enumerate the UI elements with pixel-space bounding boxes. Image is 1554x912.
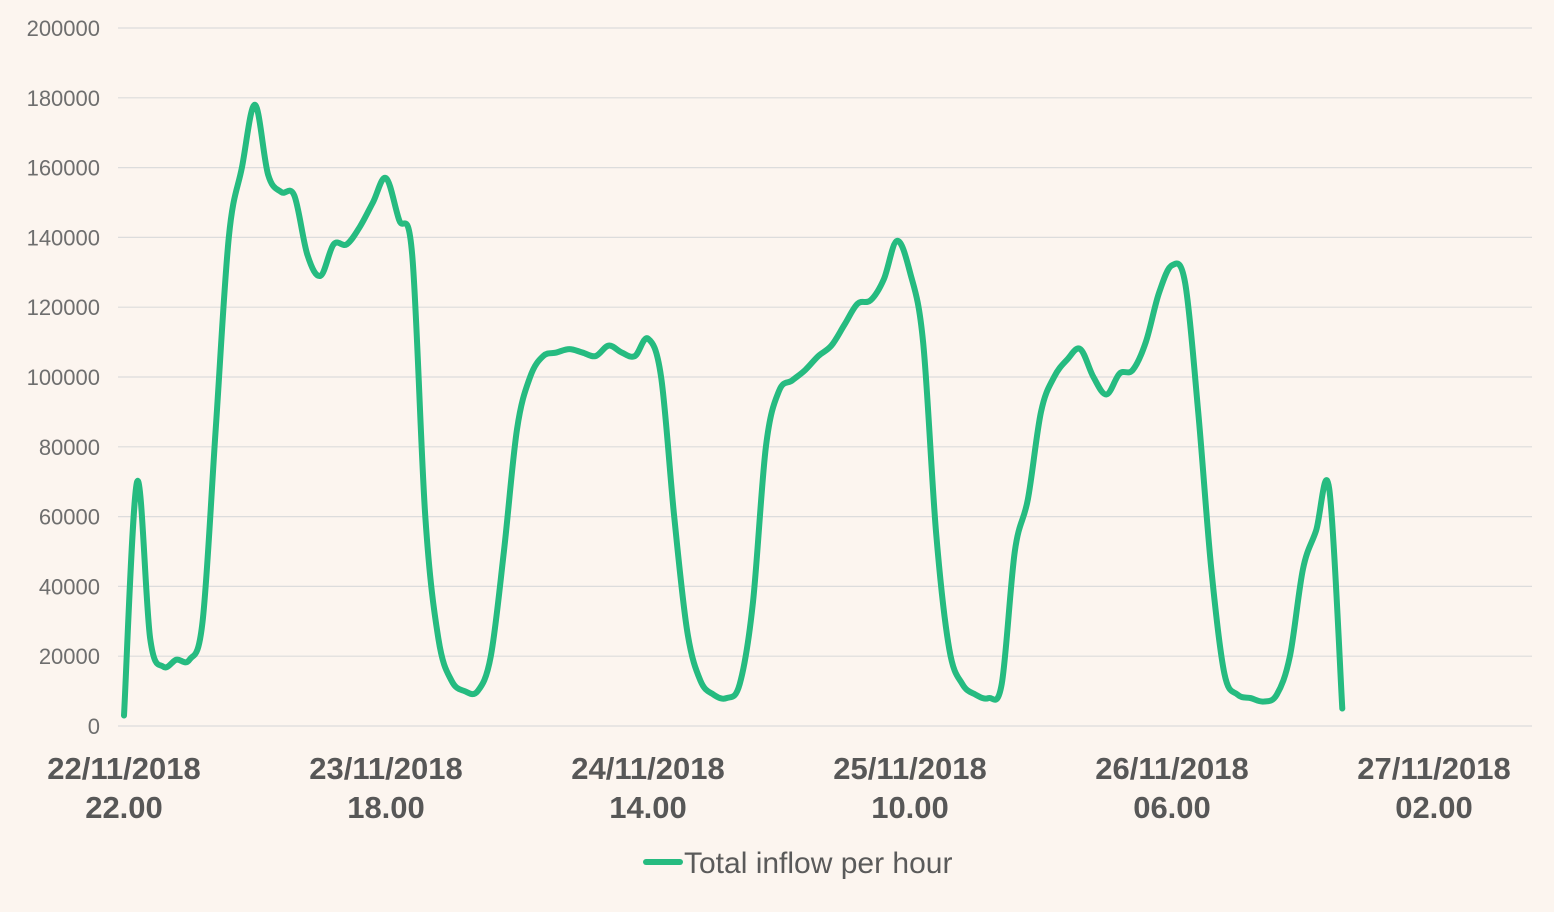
y-tick-label: 180000 <box>27 86 100 111</box>
gridlines <box>118 27 1532 727</box>
x-tick-time: 22.00 <box>85 790 163 825</box>
y-tick-label: 20000 <box>39 644 100 669</box>
legend-item: Total inflow per hour <box>643 847 952 880</box>
y-tick-label: 140000 <box>27 225 100 250</box>
x-tick-date: 23/11/2018 <box>309 751 462 786</box>
y-axis-ticks: 0 20000 40000 60000 80000 100000 120000 140000 1… <box>27 16 100 739</box>
legend: Total inflow per hour <box>643 847 952 880</box>
x-tick-label: 24/11/2018 14.00 <box>571 751 724 825</box>
x-tick-date: 26/11/2018 <box>1095 751 1248 786</box>
x-tick-date: 22/11/2018 <box>47 751 200 786</box>
x-axis-ticks: 22/11/2018 22.00 23/11/2018 18.00 24/11/2018… <box>47 751 1510 825</box>
x-tick-label: 27/11/2018 02.00 <box>1357 751 1510 825</box>
y-tick-label: 0 <box>88 714 100 739</box>
x-tick-time: 02.00 <box>1395 790 1473 825</box>
series-lines <box>121 101 1346 719</box>
x-tick-time: 14.00 <box>609 790 687 825</box>
y-tick-label: 100000 <box>27 365 100 390</box>
y-tick-label: 40000 <box>39 574 100 599</box>
x-tick-time: 06.00 <box>1133 790 1211 825</box>
x-tick-label: 23/11/2018 18.00 <box>309 751 462 825</box>
y-tick-label: 80000 <box>39 435 100 460</box>
series-line-total-inflow <box>121 101 1346 719</box>
y-tick-label: 120000 <box>27 295 100 320</box>
x-tick-label: 26/11/2018 06.00 <box>1095 751 1248 825</box>
x-tick-label: 22/11/2018 22.00 <box>47 751 200 825</box>
x-tick-date: 27/11/2018 <box>1357 751 1510 786</box>
x-tick-label: 25/11/2018 10.00 <box>833 751 986 825</box>
y-tick-label: 200000 <box>27 16 100 41</box>
legend-label: Total inflow per hour <box>684 847 952 880</box>
x-tick-time: 10.00 <box>871 790 949 825</box>
y-tick-label: 60000 <box>39 505 100 530</box>
x-tick-time: 18.00 <box>347 790 425 825</box>
y-tick-label: 160000 <box>27 156 100 181</box>
x-tick-date: 24/11/2018 <box>571 751 724 786</box>
x-tick-date: 25/11/2018 <box>833 751 986 786</box>
